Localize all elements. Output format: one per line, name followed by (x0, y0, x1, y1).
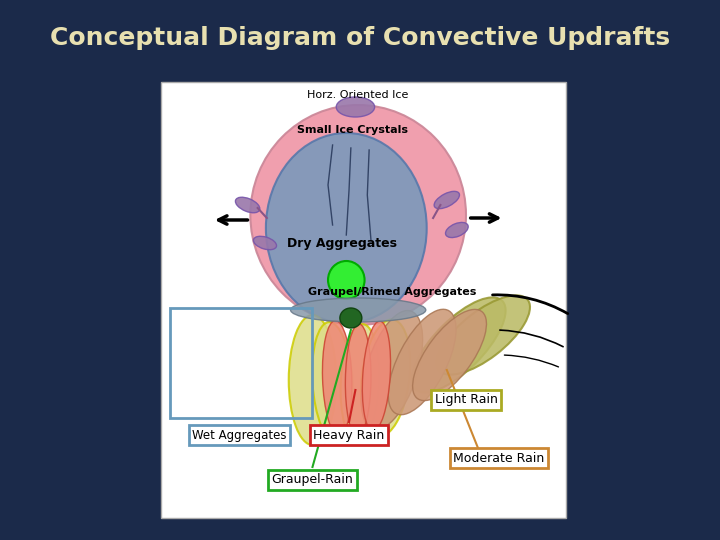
Ellipse shape (437, 295, 530, 375)
Text: Light Rain: Light Rain (435, 394, 498, 407)
Bar (161, 82, 566, 518)
Ellipse shape (336, 97, 374, 117)
Ellipse shape (341, 324, 379, 442)
Ellipse shape (413, 309, 487, 401)
Text: Graupel/Rimed Aggregates: Graupel/Rimed Aggregates (307, 287, 476, 297)
Ellipse shape (446, 222, 468, 238)
Ellipse shape (253, 237, 276, 249)
Ellipse shape (235, 197, 260, 213)
Ellipse shape (323, 321, 352, 435)
Text: Graupel-Rain: Graupel-Rain (271, 474, 354, 487)
Ellipse shape (361, 310, 423, 429)
Ellipse shape (362, 321, 390, 431)
Text: Horz. Oriented Ice: Horz. Oriented Ice (307, 90, 409, 100)
Text: Conceptual Diagram of Convective Updrafts: Conceptual Diagram of Convective Updraft… (50, 26, 670, 50)
Ellipse shape (266, 133, 427, 323)
Text: Wet Aggregates: Wet Aggregates (192, 429, 287, 442)
Text: Moderate Rain: Moderate Rain (454, 451, 544, 464)
Ellipse shape (291, 298, 426, 322)
Ellipse shape (312, 322, 353, 442)
Ellipse shape (412, 298, 505, 393)
Ellipse shape (346, 324, 371, 436)
Ellipse shape (388, 309, 456, 415)
Ellipse shape (328, 261, 364, 299)
Ellipse shape (434, 191, 459, 208)
Text: Heavy Rain: Heavy Rain (313, 429, 384, 442)
Text: Small Ice Crystals: Small Ice Crystals (297, 125, 408, 135)
Bar (170, 308, 312, 418)
Text: Dry Aggregates: Dry Aggregates (287, 237, 397, 249)
Ellipse shape (289, 315, 336, 445)
Ellipse shape (251, 105, 466, 325)
Ellipse shape (340, 308, 362, 328)
Ellipse shape (361, 320, 410, 436)
